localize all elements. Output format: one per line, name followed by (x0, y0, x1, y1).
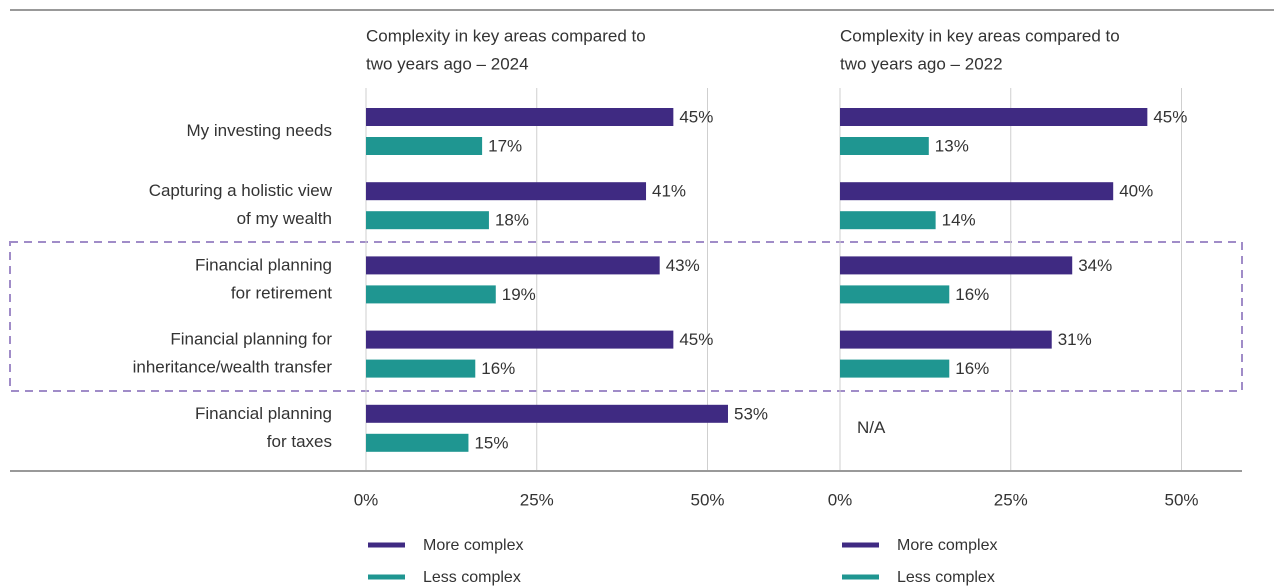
annotation: N/A (857, 418, 886, 437)
category-label: Financial planning for (170, 330, 332, 349)
legend-label: More complex (897, 537, 997, 554)
value-label: 45% (679, 107, 713, 126)
bar (840, 211, 936, 230)
value-label: 17% (488, 136, 522, 155)
category-label: for retirement (231, 283, 332, 302)
bar (366, 404, 728, 423)
value-label: 34% (1078, 256, 1112, 275)
value-label: 19% (502, 285, 536, 304)
bar (366, 285, 496, 304)
value-label: 40% (1119, 182, 1153, 201)
bar (840, 108, 1148, 126)
value-label: 16% (481, 359, 515, 378)
value-label: 16% (955, 359, 989, 378)
bar (366, 359, 476, 378)
value-label: 41% (652, 182, 686, 201)
legend-label: Less complex (423, 569, 521, 586)
bar (366, 137, 483, 155)
bar (366, 182, 647, 201)
bar (840, 182, 1114, 201)
x-tick-label: 0% (354, 490, 379, 509)
value-label: 53% (734, 404, 768, 423)
value-label: 13% (935, 136, 969, 155)
x-tick-label: 0% (828, 490, 853, 509)
category-label: My investing needs (186, 121, 332, 140)
x-tick-label: 25% (994, 490, 1028, 509)
panel-title: two years ago – 2024 (366, 54, 529, 73)
value-label: 16% (955, 285, 989, 304)
panel-title: two years ago – 2022 (840, 54, 1003, 73)
value-label: 18% (495, 211, 529, 230)
value-label: 14% (942, 211, 976, 230)
bar (366, 108, 674, 126)
x-tick-label: 50% (690, 490, 724, 509)
category-label: inheritance/wealth transfer (133, 358, 333, 377)
x-tick-label: 25% (520, 490, 554, 509)
highlight-box (9, 241, 1243, 392)
category-label: Financial planning (195, 404, 332, 423)
bar (840, 137, 929, 155)
bar (366, 433, 469, 452)
x-tick-label: 50% (1164, 490, 1198, 509)
bar (366, 256, 660, 275)
legend-label: Less complex (897, 569, 995, 586)
legend-label: More complex (423, 537, 523, 554)
category-label: Capturing a holistic view (149, 181, 333, 200)
value-label: 45% (1153, 107, 1187, 126)
panel-title: Complexity in key areas compared to (840, 26, 1120, 45)
bar (840, 285, 950, 304)
category-label: for taxes (267, 432, 332, 451)
value-label: 31% (1058, 330, 1092, 349)
bar (840, 330, 1052, 349)
bar (366, 330, 674, 349)
value-label: 15% (474, 433, 508, 452)
category-label: of my wealth (237, 209, 332, 228)
bar (840, 359, 950, 378)
value-label: 45% (679, 330, 713, 349)
panel-title: Complexity in key areas compared to (366, 26, 646, 45)
bar (366, 211, 489, 230)
bar (840, 256, 1073, 275)
value-label: 43% (666, 256, 700, 275)
category-label: Financial planning (195, 255, 332, 274)
